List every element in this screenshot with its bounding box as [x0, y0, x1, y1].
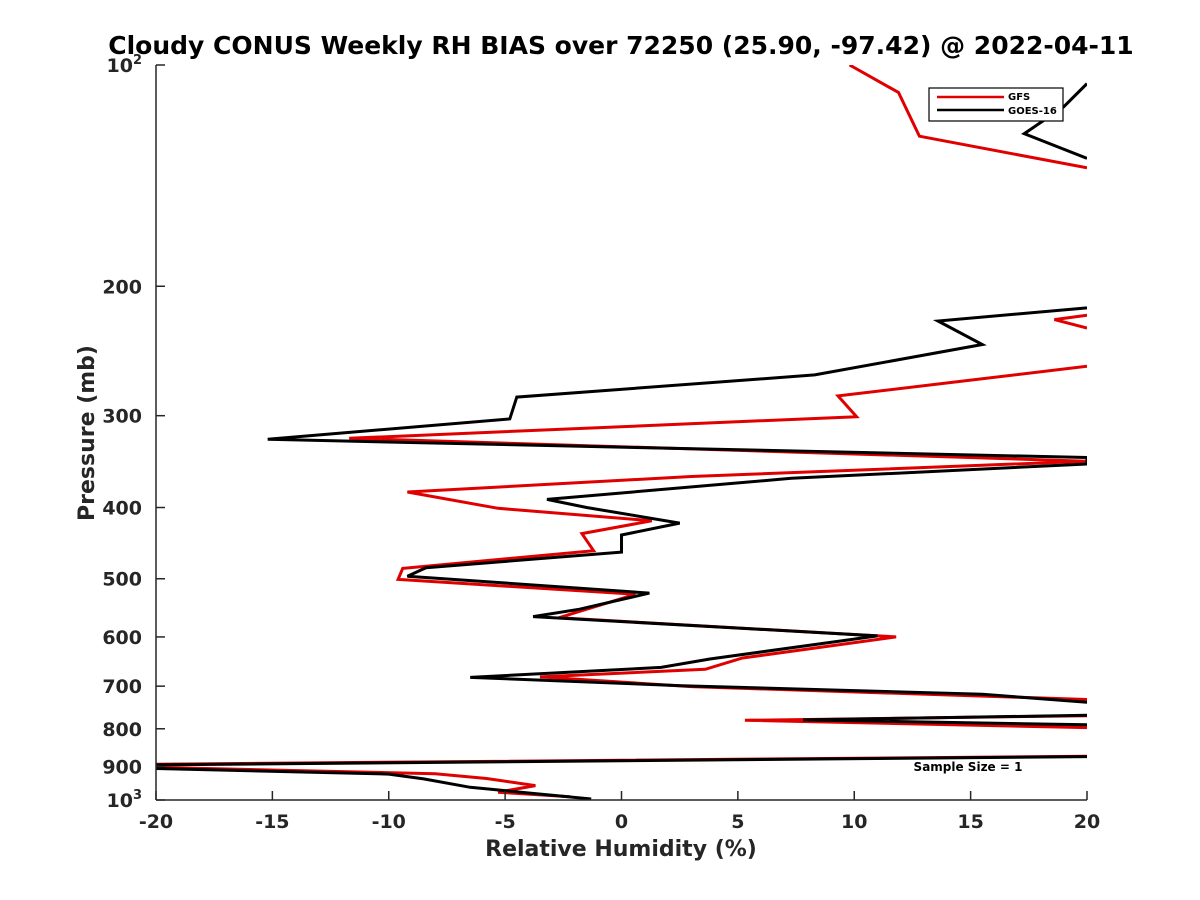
x-tick-label: 15	[957, 811, 983, 833]
legend-label-gfs: GFS	[1008, 92, 1030, 103]
x-tick-label: -20	[139, 811, 173, 833]
y-tick-label: 400	[102, 498, 142, 520]
x-axis-ticks: -20 -15 -10 -5 0 5 10 15 20	[139, 791, 1100, 833]
sample-size-annotation: Sample Size = 1	[914, 760, 1023, 774]
legend: GFS GOES-16	[928, 87, 1064, 122]
y-tick-label: 103	[107, 788, 143, 812]
chart-title: Cloudy CONUS Weekly RH BIAS over 72250 (…	[108, 31, 1133, 60]
x-tick-label: 0	[615, 811, 628, 833]
y-tick-label: 500	[102, 569, 142, 591]
x-tick-label: 10	[841, 811, 867, 833]
y-tick-label: 300	[102, 406, 142, 428]
y-tick-label: 900	[102, 756, 142, 778]
y-tick-label: 200	[102, 276, 142, 298]
y-tick-label: 800	[102, 719, 142, 741]
y-axis-ticks: 102 200 300 400 500 600 700 800 900 103	[102, 53, 165, 812]
x-axis-label: Relative Humidity (%)	[485, 837, 757, 862]
y-tick-label: 600	[102, 627, 142, 649]
x-tick-label: 20	[1074, 811, 1100, 833]
x-tick-label: -5	[495, 811, 516, 833]
x-tick-label: 5	[731, 811, 744, 833]
series-line-gfs	[156, 65, 1087, 799]
y-axis-label: Pressure (mb)	[75, 345, 100, 521]
x-tick-label: -15	[255, 811, 289, 833]
y-tick-label: 700	[102, 676, 142, 698]
legend-box	[928, 87, 1064, 122]
legend-label-goes16: GOES-16	[1008, 106, 1057, 117]
x-tick-label: -10	[372, 811, 406, 833]
y-tick-label: 102	[107, 53, 143, 77]
